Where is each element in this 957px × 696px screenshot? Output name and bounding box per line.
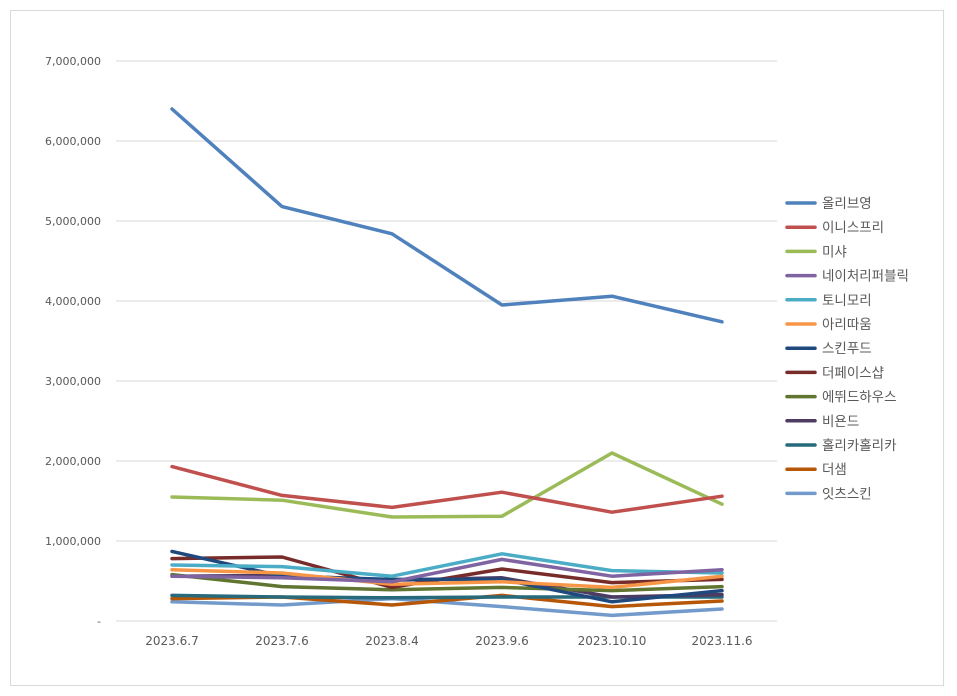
gridlines	[116, 60, 777, 622]
x-axis-labels: 2023.6.7 2023.7.6 2023.8.4 2023.9.6 2023.10.…	[145, 634, 752, 648]
y-tick-label: -	[97, 615, 101, 628]
series-line	[170, 552, 724, 578]
series-line	[170, 572, 724, 593]
y-tick-label: 1,000,000	[45, 535, 101, 548]
y-tick-label: 7,000,000	[45, 55, 101, 68]
series-line	[170, 568, 724, 590]
legend-label: 에뛰드하우스	[822, 390, 897, 406]
legend-label: 비욘드	[822, 414, 859, 430]
legend-label: 이니스프리	[822, 220, 884, 236]
x-tick-label: 2023.7.6	[255, 634, 308, 648]
legend-label: 더샘	[822, 462, 847, 478]
series-line	[170, 557, 724, 584]
y-tick-label: 4,000,000	[45, 295, 101, 308]
x-tick-label: 2023.11.6	[691, 634, 752, 648]
y-tick-label: 6,000,000	[45, 135, 101, 148]
legend-label: 잇츠스킨	[822, 486, 872, 502]
legend-label: 더페이스샵	[822, 365, 884, 381]
x-tick-label: 2023.10.10	[578, 634, 647, 648]
y-axis-labels: - 1,000,000 2,000,000 3,000,000 4,000,000 5,0…	[45, 55, 101, 628]
x-tick-label: 2023.9.6	[475, 634, 528, 648]
series-line	[170, 451, 724, 519]
x-tick-label: 2023.6.7	[145, 634, 198, 648]
y-tick-label: 5,000,000	[45, 215, 101, 228]
series-line	[170, 596, 724, 618]
legend-label: 네이처리퍼블릭	[822, 269, 909, 285]
legend-label: 홀리카홀리카	[822, 438, 897, 454]
x-tick-label: 2023.8.4	[365, 634, 418, 648]
y-tick-label: 3,000,000	[45, 375, 101, 388]
legend-label: 올리브영	[822, 196, 872, 212]
series-line	[170, 464, 724, 514]
legend-label: 스킨푸드	[822, 341, 872, 357]
series-line	[170, 107, 724, 324]
legend-label: 미샤	[822, 244, 847, 260]
y-tick-label: 2,000,000	[45, 455, 101, 468]
legend-label: 토니모리	[822, 293, 872, 309]
legend-label: 아리따움	[822, 317, 872, 333]
series-lines	[170, 107, 724, 618]
legend: 올리브영이니스프리미샤네이처리퍼블릭토니모리아리따움스킨푸드더페이스샵에뛰드하우…	[785, 196, 909, 502]
